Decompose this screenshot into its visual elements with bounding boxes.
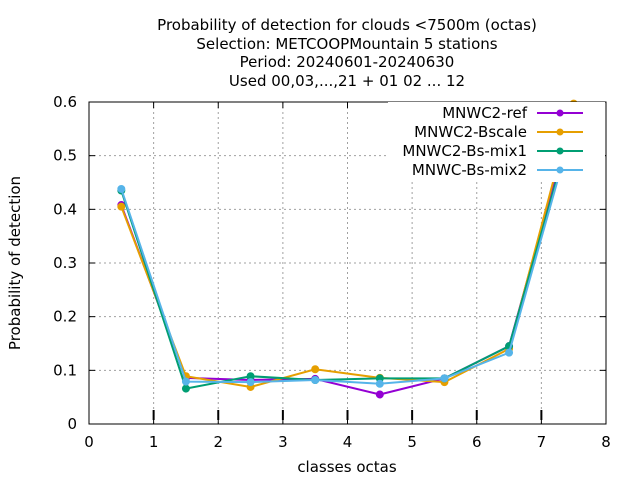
chart-title: Probability of detection for clouds <750… xyxy=(157,16,537,90)
data-point xyxy=(440,374,449,383)
legend-marker xyxy=(556,128,564,136)
x-tick-label: 7 xyxy=(537,433,547,451)
legend-entry-label: MNWC2-Bs-mix1 xyxy=(402,142,527,160)
legend-marker xyxy=(556,166,564,174)
y-tick-label: 0.3 xyxy=(53,254,77,272)
plot-frame xyxy=(88,101,607,425)
x-tick-label: 8 xyxy=(601,433,611,451)
legend-entry-label: MNWC-Bs-mix2 xyxy=(412,161,527,179)
data-point xyxy=(375,390,384,399)
y-tick-label: 0.2 xyxy=(53,308,77,326)
x-tick-label: 0 xyxy=(84,433,94,451)
data-point xyxy=(117,184,126,193)
legend-marker xyxy=(556,147,564,155)
x-tick-label: 1 xyxy=(149,433,159,451)
data-point xyxy=(375,379,384,388)
data-point xyxy=(181,377,190,386)
data-point xyxy=(181,384,190,393)
data-point xyxy=(246,378,255,387)
data-point xyxy=(117,202,126,211)
y-tick-label: 0.4 xyxy=(53,200,77,218)
y-tick-label: 0 xyxy=(67,415,77,433)
series-line xyxy=(120,123,575,385)
series-line xyxy=(120,119,575,390)
y-tick-label: 0.1 xyxy=(53,361,77,379)
series-lines xyxy=(117,99,578,399)
data-point xyxy=(311,365,320,374)
chart-title-line: Probability of detection for clouds <750… xyxy=(157,16,537,34)
chart-title-line: Used 00,03,...,21 + 01 02 ... 12 xyxy=(229,72,465,90)
x-axis-label: classes octas xyxy=(297,458,397,476)
x-tick-label: 2 xyxy=(213,433,223,451)
y-tick-label: 0.6 xyxy=(53,93,77,111)
x-tick-label: 4 xyxy=(343,433,353,451)
x-tick-label: 6 xyxy=(472,433,482,451)
series-line xyxy=(120,103,575,388)
y-tick-label: 0.5 xyxy=(53,147,77,165)
chart-title-line: Period: 20240601-20240630 xyxy=(240,53,455,71)
legend-background xyxy=(388,102,605,182)
data-point xyxy=(505,348,514,357)
data-point xyxy=(311,375,320,384)
legend: MNWC2-refMNWC2-BscaleMNWC2-Bs-mix1MNWC-B… xyxy=(388,102,605,182)
legend-entry-label: MNWC2-ref xyxy=(442,104,527,122)
x-tick-label: 5 xyxy=(407,433,417,451)
chart-title-line: Selection: METCOOPMountain 5 stations xyxy=(196,35,497,53)
y-axis-label: Probability of detection xyxy=(6,176,24,350)
legend-marker xyxy=(556,109,564,117)
legend-entry-label: MNWC2-Bscale xyxy=(414,123,527,141)
axis-ticks: 0 1 2 3 4 5 6 7 8 0 0.1 0.2 0.3 0.4 0.5 0.6 xyxy=(53,93,611,451)
x-tick-label: 3 xyxy=(278,433,288,451)
